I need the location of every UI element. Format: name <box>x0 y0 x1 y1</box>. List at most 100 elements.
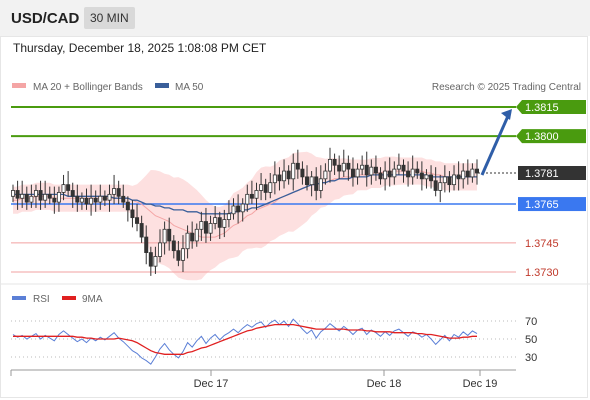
candle <box>364 151 369 187</box>
candle-body-down <box>190 232 195 242</box>
candle-body-down <box>314 176 319 191</box>
candle <box>415 161 420 179</box>
candle <box>20 180 25 208</box>
candle-body-up <box>383 170 388 180</box>
candle <box>378 167 383 185</box>
candle <box>350 157 355 187</box>
candle-body-down <box>217 217 222 228</box>
candle <box>429 165 434 189</box>
candle-body-down <box>406 170 411 178</box>
candle-body-down <box>429 174 434 182</box>
candle <box>199 211 204 241</box>
candle-body-up <box>355 168 360 178</box>
candle-body-down <box>263 184 268 193</box>
candle-body-down <box>419 172 424 180</box>
chart-frame <box>0 36 588 398</box>
candle <box>461 163 466 189</box>
bollinger-band <box>13 151 477 281</box>
candle <box>213 206 218 230</box>
interval-button[interactable]: 30 MIN <box>84 7 135 29</box>
candle-body-up <box>112 188 117 195</box>
candle <box>135 204 140 232</box>
time-axis-ticks: Dec 17 Dec 18 Dec 19 <box>10 370 497 390</box>
candle <box>121 184 126 208</box>
candle <box>456 161 461 191</box>
candle <box>263 178 268 201</box>
candle-body-up <box>438 182 443 191</box>
candle <box>396 153 401 175</box>
candle <box>79 192 84 210</box>
candle-body-up <box>213 217 218 224</box>
candle <box>240 198 245 222</box>
level-label-target: 1.3815 <box>525 102 559 114</box>
candle-body-down <box>401 164 406 172</box>
level-label-support: 1.3730 <box>525 267 559 279</box>
candle <box>355 163 360 185</box>
candle-body-down <box>75 195 80 203</box>
candle-body-up <box>43 193 48 201</box>
x-tick-label: Dec 17 <box>194 378 229 390</box>
candle <box>98 184 103 210</box>
candle-body-up <box>396 164 401 170</box>
candle-body-down <box>171 240 176 252</box>
candle-body-down <box>102 195 107 201</box>
candle <box>158 229 163 263</box>
candle-body-up <box>56 192 61 203</box>
candle <box>438 174 443 203</box>
forecast-arrow-head <box>501 109 512 120</box>
candle <box>346 155 351 181</box>
candle-body-up <box>254 190 259 199</box>
candle <box>29 184 34 208</box>
candle <box>167 217 172 251</box>
candle-body-down <box>167 228 172 242</box>
price-pane: 1.3815 1.3800 1.3781 1.3765 1.3745 1.3730 <box>10 100 586 281</box>
candle <box>277 167 282 191</box>
candle <box>291 153 296 191</box>
candle-body-up <box>341 162 346 172</box>
candle-body-down <box>176 250 181 261</box>
candle-body-down <box>415 168 420 174</box>
candle-body-down <box>70 190 75 197</box>
credit-label: Research © 2025 Trading Central <box>432 82 581 93</box>
candle-body-up <box>61 184 66 193</box>
candle <box>107 184 112 212</box>
candle <box>139 215 144 243</box>
candle-body-up <box>29 195 34 203</box>
candle-body-up <box>231 205 236 215</box>
rsi-line <box>12 318 478 365</box>
candle-body-down <box>139 223 144 238</box>
candle-body-up <box>291 162 296 180</box>
candle-body-down <box>52 197 57 203</box>
candle <box>171 235 176 259</box>
candle-body-down <box>387 170 392 178</box>
candle-body-up <box>327 159 332 172</box>
candle <box>33 184 38 208</box>
candle <box>337 155 342 179</box>
candle-body-down <box>93 197 98 203</box>
rsi-pane: 70 50 30 <box>11 316 537 365</box>
candle <box>190 221 195 249</box>
candle <box>332 153 337 175</box>
candle-body-down <box>305 176 310 186</box>
candle-body-down <box>447 176 452 186</box>
candle-body-down <box>84 197 89 205</box>
candle-body-down <box>144 236 149 253</box>
candle <box>10 184 15 203</box>
candle <box>226 200 231 228</box>
candle <box>410 155 415 185</box>
candle-body-up <box>424 174 429 180</box>
candle <box>222 209 227 238</box>
candle <box>130 200 135 228</box>
candle-body-down <box>38 190 43 201</box>
candle-body-up <box>208 223 213 234</box>
candle <box>268 173 273 199</box>
candle-body-up <box>323 170 328 180</box>
candle-body-up <box>89 197 94 205</box>
candle-body-down <box>24 193 29 203</box>
candle <box>66 171 71 197</box>
rsi-legend-swatch <box>12 296 26 300</box>
candle-body-down <box>125 201 130 211</box>
candle-body-down <box>337 164 342 172</box>
candle-body-up <box>282 170 287 182</box>
candle <box>249 180 254 205</box>
